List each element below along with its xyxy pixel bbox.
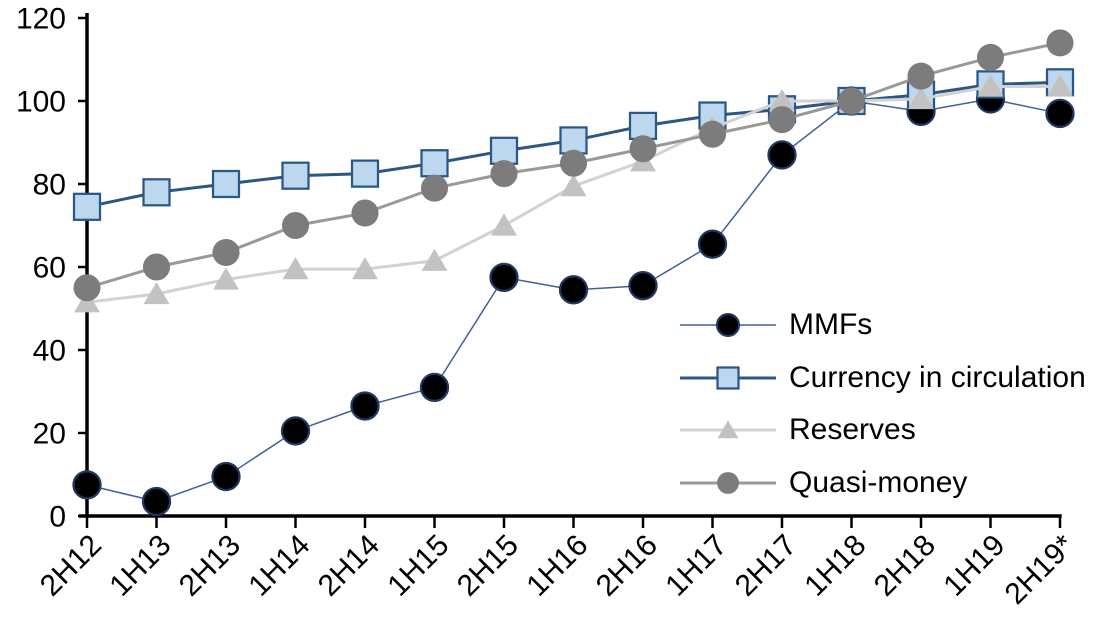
series-reserves-marker [491,213,517,236]
legend-label: Reserves [789,413,916,447]
quasi-money-marker-icon [680,471,776,494]
series-currency-in-circulation-marker [420,149,449,178]
x-axis-ticks: 2H121H132H131H142H141H152H151H162H161H17… [34,516,1081,611]
series-quasi-money-marker [490,160,518,188]
x-tick-label: 1H13 [103,529,177,603]
series-quasi-money-marker [976,43,1005,71]
y-tick-label: 120 [16,3,66,36]
y-tick-label: 0 [49,501,66,534]
series-quasi-money-marker [768,106,796,134]
currency-marker-icon [680,366,776,390]
series-currency-in-circulation-marker [489,136,519,165]
series-reserves-marker [560,174,587,197]
series-mmfs-marker [558,275,589,305]
series-reserves-marker [282,257,309,280]
series-reserves-marker [421,248,448,271]
series-quasi-money-marker [907,62,935,90]
y-axis-ticks: 0 20 40 60 80 100 120 [16,3,87,534]
series-reserves-marker [1047,74,1073,97]
x-tick-label: 2H19* [999,528,1082,611]
series-quasi-money-marker [420,174,449,202]
series-mmfs-marker [489,262,519,293]
y-tick-label: 60 [33,252,66,285]
series-mmfs-marker [628,271,658,301]
y-tick-label: 20 [33,418,66,451]
series-reserves-marker [213,267,239,290]
legend-label: Currency in circulation [789,360,1086,394]
series-mmfs-marker [141,486,172,517]
x-tick-label: 1H17 [659,529,733,603]
series-quasi-money-marker [837,87,866,115]
series-quasi-money-marker [281,211,310,240]
series-quasi-money-marker [212,238,240,266]
series-mmfs-marker [280,416,311,446]
series-quasi-money-marker [559,149,588,177]
series-reserves-marker [74,290,100,313]
x-tick-label: 2H16 [590,529,664,603]
series-reserves-marker [352,257,378,280]
series-quasi-money-marker [629,135,657,163]
series-reserves-marker [769,89,795,112]
x-tick-label: 1H18 [798,529,872,603]
series-mmfs-marker [211,461,241,492]
series-currency-in-circulation-marker [559,126,588,155]
series-currency-in-circulation-marker [211,169,241,199]
legend-marker [717,471,739,494]
reserves-marker-icon [680,420,776,439]
series-mmfs-marker [350,391,380,421]
series-currency-in-circulation-marker [72,192,102,221]
series-quasi-money-marker [351,199,379,227]
series-currency-in-circulation-marker [350,159,380,188]
series-quasi-money-marker [142,253,171,281]
series-reserves-marker [143,282,170,305]
series-mmfs-marker [697,229,728,259]
series-currency-in-circulation-marker [281,161,310,190]
series-reserves-marker [977,74,1004,97]
legend-item-currency-in-circulation: Currency in circulation [680,352,1086,405]
legend-label: MMFs [789,308,873,342]
series-quasi-money [73,29,1074,302]
x-tick-label: 2H15 [451,529,525,603]
x-tick-label: 2H13 [173,529,247,603]
x-tick-label: 1H14 [242,529,316,603]
legend-item-quasi-money: Quasi-money [680,457,1086,510]
series-quasi-money-marker [1046,29,1074,57]
x-tick-label: 2H12 [34,529,108,603]
series-currency-in-circulation-marker [628,111,658,141]
y-tick-label: 40 [33,335,66,368]
mmfs-marker-icon [680,313,776,338]
legend-marker [717,420,739,439]
x-tick-label: 1H16 [520,529,594,603]
series-mmfs-marker [767,140,797,170]
x-tick-label: 2H18 [868,529,942,603]
y-tick-label: 80 [33,169,66,202]
legend-item-mmfs: MMFs [680,299,1086,352]
series-currency-in-circulation-marker [142,178,171,207]
series-reserves-marker [908,86,934,110]
y-tick-label: 100 [16,86,66,119]
series-quasi-money-marker [698,120,727,148]
series-mmfs-marker [419,372,450,402]
legend-item-reserves: Reserves [680,404,1086,457]
x-tick-label: 1H19 [937,529,1011,603]
x-tick-label: 1H15 [381,529,455,603]
legend-marker [716,366,740,390]
series-mmfs-marker [1045,98,1075,129]
series-quasi-money-marker [73,274,101,302]
legend-marker [715,313,741,338]
series-mmfs-marker [72,470,102,500]
x-tick-label: 2H14 [312,529,386,603]
x-tick-label: 2H17 [729,529,803,603]
legend-label: Quasi-money [789,465,968,499]
legend: MMFs Currency in circulation Reserves Qu… [680,299,1086,509]
